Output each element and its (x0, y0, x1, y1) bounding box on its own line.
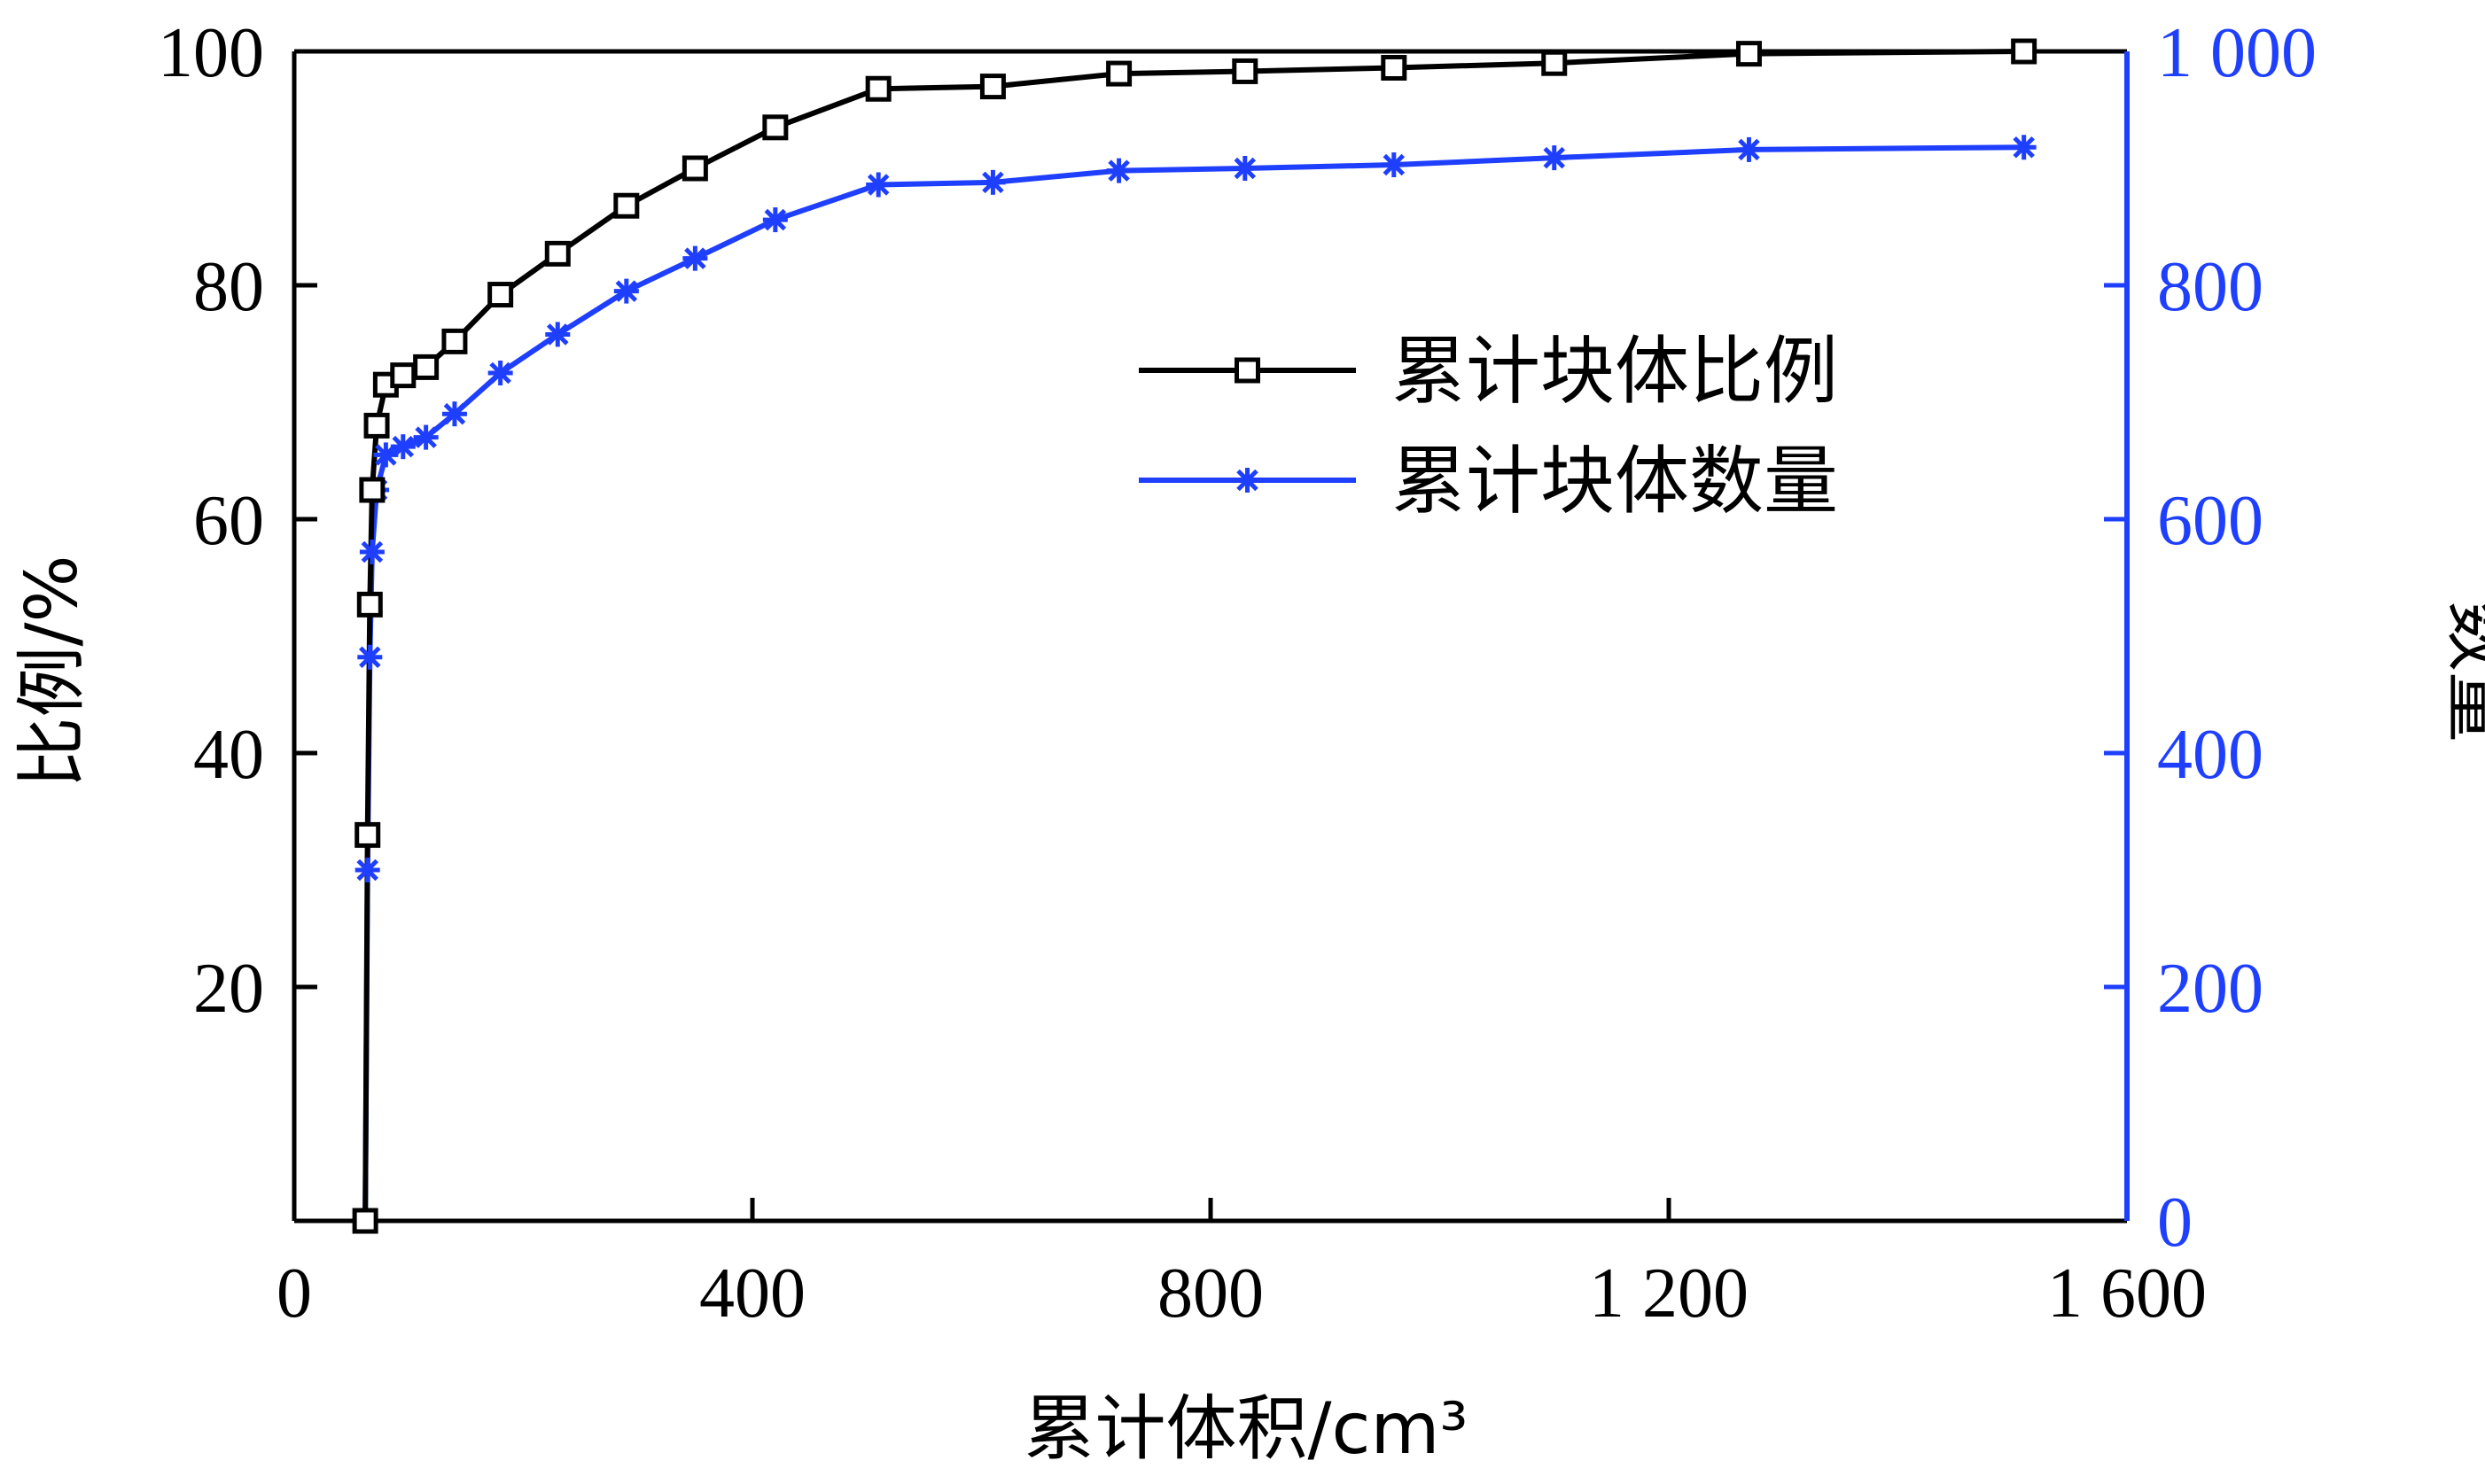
legend: 累计块体比例 累计块体数量 (1139, 328, 1838, 524)
data-point-asterisk (2011, 135, 2037, 160)
x-tick-label: 1 200 (1589, 1255, 1749, 1332)
data-point-square (354, 821, 381, 848)
data-point-asterisk (1541, 145, 1567, 171)
legend-label-count: 累计块体数量 (1391, 438, 1838, 524)
data-point-square (359, 477, 386, 503)
series-line-proportion (362, 49, 2024, 1222)
y-tick-label: 60 (193, 482, 264, 560)
plot-frame (292, 49, 2130, 1224)
data-point-asterisk (1232, 156, 1258, 181)
legend-item-count: 累计块体数量 (1139, 438, 1838, 524)
data-point-square (1381, 54, 1407, 81)
data-point-asterisk (357, 644, 383, 670)
data-point-square (487, 282, 514, 308)
data-point-asterisk (545, 322, 571, 347)
data-point-square (613, 192, 640, 219)
data-point-asterisk (682, 245, 708, 271)
legend-marker-asterisk (1235, 468, 1260, 493)
y2-tick-label: 400 (2157, 716, 2263, 794)
legend-marker-square (1235, 357, 1260, 384)
x-tick-label: 800 (1157, 1255, 1264, 1332)
data-point-asterisk (980, 169, 1006, 195)
data-point-asterisk (1235, 468, 1260, 493)
y2-tick-label: 800 (2157, 248, 2263, 326)
y2-axis-ticks: 0 200 400 600 800 1 000 (2104, 14, 2317, 1262)
data-point-asterisk (1736, 136, 1762, 162)
legend-item-proportion: 累计块体比例 (1139, 328, 1838, 415)
data-point-asterisk (354, 858, 380, 882)
y2-axis-title: 数量 (2438, 601, 2485, 742)
y-tick-label: 40 (193, 716, 264, 794)
data-point-square (390, 362, 417, 389)
data-point-square (865, 75, 892, 102)
data-point-square (413, 354, 440, 380)
data-point-asterisk (487, 361, 513, 385)
data-point-asterisk (762, 207, 788, 233)
data-point-square (356, 591, 383, 618)
data-point-square (1541, 50, 1568, 76)
data-point-asterisk (866, 172, 892, 198)
y2-tick-label: 0 (2157, 1184, 2193, 1262)
data-point-asterisk (441, 401, 467, 427)
data-point-asterisk (1381, 152, 1406, 178)
data-point-square (1735, 41, 1762, 67)
data-point-asterisk (613, 278, 639, 304)
x-tick-label: 400 (699, 1255, 806, 1332)
y-tick-label: 100 (158, 14, 264, 92)
x-axis-ticks: 0 400 800 1 200 1 600 (277, 1198, 2207, 1332)
data-point-asterisk (390, 434, 416, 460)
data-point-square (352, 1208, 378, 1234)
y2-tick-label: 600 (2157, 482, 2263, 560)
data-point-square (682, 155, 708, 182)
data-point-square (762, 114, 789, 141)
x-tick-label: 1 600 (2047, 1255, 2207, 1332)
data-point-square (1106, 60, 1133, 87)
y-axis-title: 比例/% (11, 556, 93, 789)
y-tick-label: 80 (193, 248, 264, 326)
data-point-square (1232, 58, 1258, 84)
data-point-square (979, 74, 1006, 100)
series-line-count (362, 144, 2024, 1222)
data-point-asterisk (359, 539, 385, 564)
data-point-square (363, 412, 390, 439)
series-layer (352, 38, 2037, 1234)
x-tick-label: 0 (277, 1255, 312, 1332)
y-tick-label: 20 (193, 950, 264, 1028)
data-point-square (441, 328, 468, 354)
data-point-asterisk (413, 424, 439, 450)
data-point-square (544, 240, 571, 267)
y-axis-ticks: 20 40 60 80 100 (158, 14, 317, 1028)
y2-tick-label: 1 000 (2157, 14, 2317, 92)
x-axis-title: 累计体积/cm³ (1024, 1387, 1468, 1470)
data-point-square (2011, 38, 2037, 65)
legend-label-proportion: 累计块体比例 (1391, 328, 1838, 415)
y2-tick-label: 200 (2157, 950, 2263, 1028)
data-point-asterisk (1106, 158, 1132, 183)
